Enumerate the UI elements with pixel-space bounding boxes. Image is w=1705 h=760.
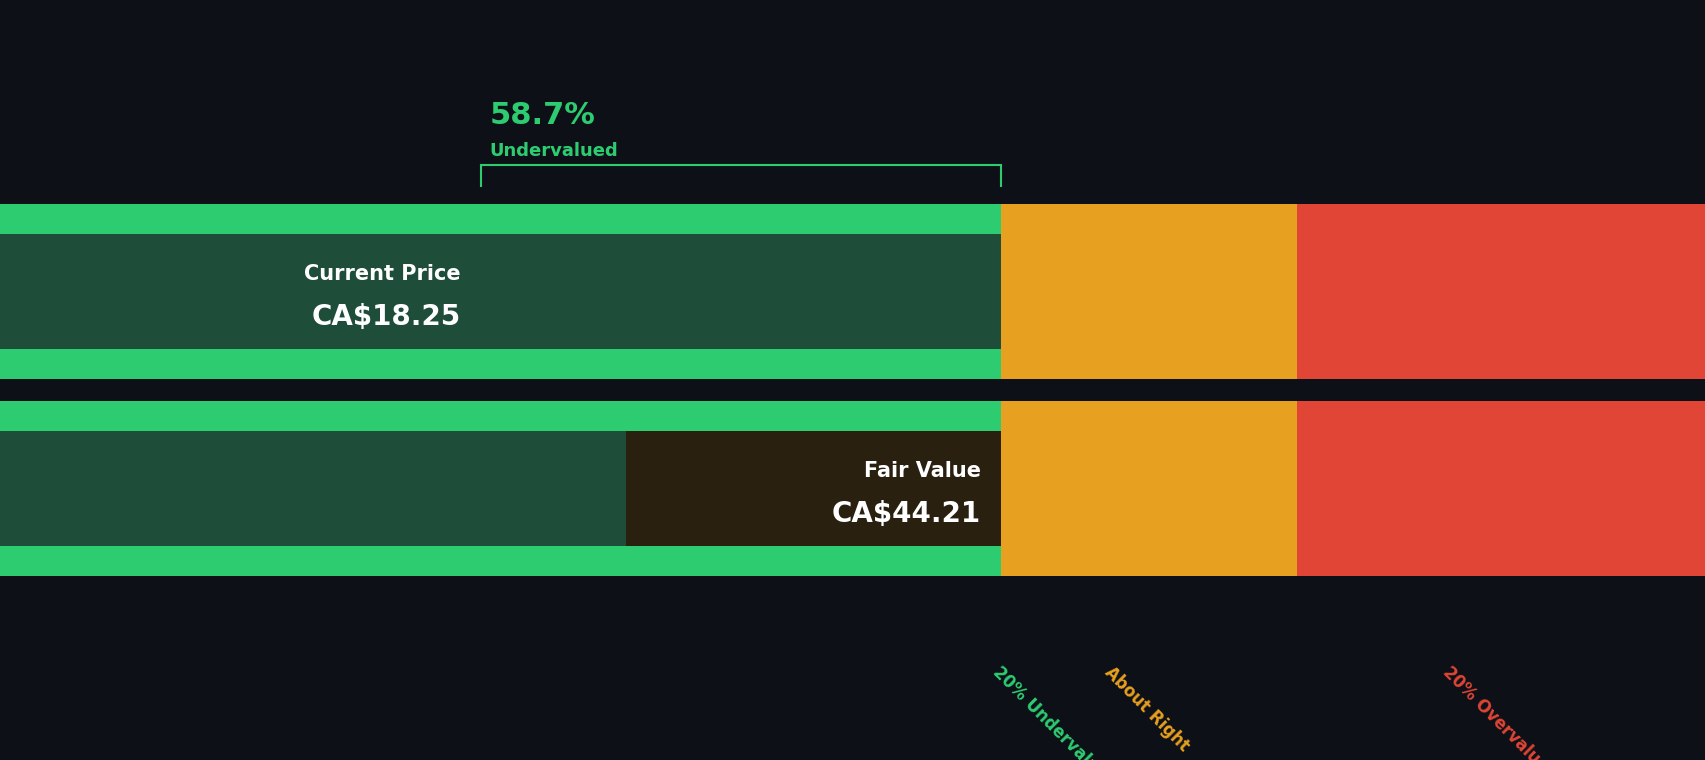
Bar xyxy=(0,349,1001,378)
Bar xyxy=(0,204,1001,234)
Text: About Right: About Right xyxy=(1100,663,1192,755)
Bar xyxy=(1001,401,1296,431)
Text: Undervalued: Undervalued xyxy=(489,142,617,160)
Text: CA$44.21: CA$44.21 xyxy=(832,499,980,527)
Bar xyxy=(0,431,1001,546)
Bar xyxy=(1296,349,1705,378)
Text: 58.7%: 58.7% xyxy=(489,101,595,130)
Bar xyxy=(1296,204,1705,234)
Bar xyxy=(1296,234,1705,349)
Bar xyxy=(1001,546,1296,576)
Bar xyxy=(1296,401,1705,431)
Bar xyxy=(1001,431,1296,546)
Bar xyxy=(1001,234,1296,349)
Bar xyxy=(0,546,1001,576)
Bar xyxy=(1296,431,1705,546)
Text: 20% Overvalued: 20% Overvalued xyxy=(1439,663,1560,760)
Text: CA$18.25: CA$18.25 xyxy=(312,302,460,331)
Text: Fair Value: Fair Value xyxy=(863,461,980,481)
Bar xyxy=(1296,546,1705,576)
Bar xyxy=(0,234,1001,349)
Bar xyxy=(0,234,481,349)
Bar xyxy=(1001,349,1296,378)
Text: Current Price: Current Price xyxy=(303,264,460,284)
Bar xyxy=(0,401,1001,431)
Bar xyxy=(626,431,1001,546)
Bar xyxy=(1001,204,1296,234)
Text: 20% Undervalued: 20% Undervalued xyxy=(989,663,1117,760)
